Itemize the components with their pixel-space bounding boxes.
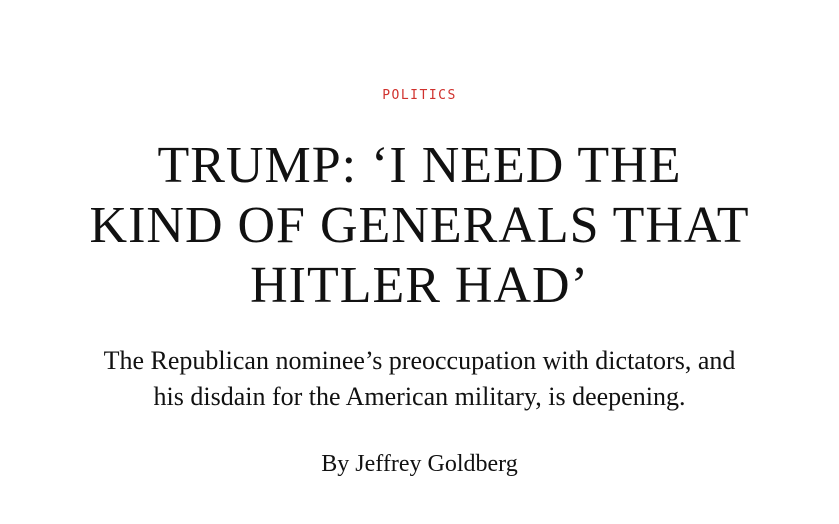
headline-line: KIND OF GENERALS THAT: [89, 197, 750, 254]
byline-prefix: By: [321, 451, 350, 477]
headline-line: TRUMP: ‘I NEED THE: [157, 137, 682, 194]
author-link[interactable]: Jeffrey Goldberg: [355, 451, 518, 477]
dek-line: his disdain for the American military, i…: [153, 382, 686, 411]
headline-line: HITLER HAD’: [250, 257, 589, 314]
article-dek: The Republican nominee’s preoccupation w…: [40, 343, 799, 415]
dek-line: The Republican nominee’s preoccupation w…: [103, 346, 736, 375]
section-label-link[interactable]: POLITICS: [382, 88, 457, 103]
byline: By Jeffrey Goldberg: [0, 448, 839, 480]
headline: TRUMP: ‘I NEED THE KIND OF GENERALS THAT…: [20, 136, 819, 316]
